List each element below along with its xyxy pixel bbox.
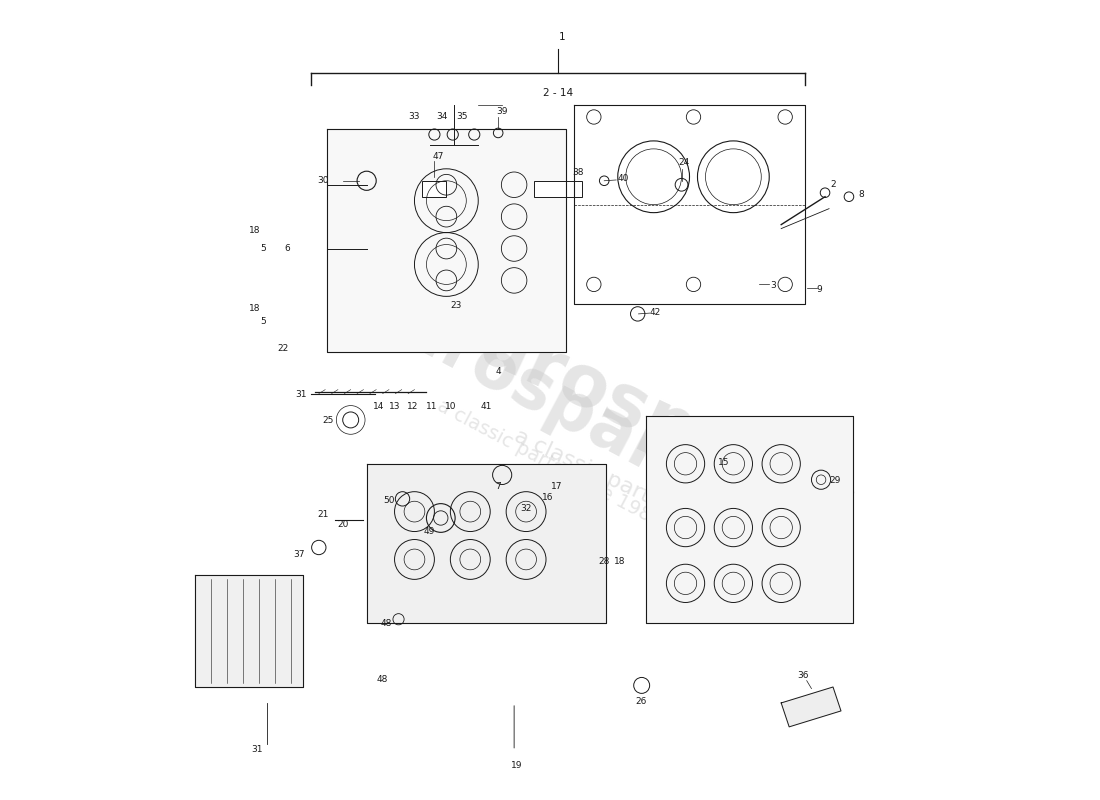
Text: 2 - 14: 2 - 14 (543, 88, 573, 98)
Text: 38: 38 (572, 168, 584, 178)
Text: 41: 41 (481, 402, 492, 411)
Text: 28: 28 (598, 557, 609, 566)
Text: 36: 36 (798, 670, 810, 679)
Text: 10: 10 (444, 402, 456, 411)
Bar (422, 181, 447, 197)
Text: 6: 6 (284, 244, 289, 253)
Text: 33: 33 (409, 113, 420, 122)
Text: 18: 18 (250, 226, 261, 235)
Text: 3: 3 (770, 282, 777, 290)
Text: 18: 18 (250, 304, 261, 313)
Text: 39: 39 (496, 107, 508, 116)
Text: 32: 32 (520, 504, 531, 513)
Text: 29: 29 (829, 476, 842, 485)
Text: 15: 15 (718, 458, 729, 466)
Text: 11: 11 (427, 402, 438, 411)
Text: 50: 50 (383, 496, 395, 505)
Text: 5: 5 (260, 318, 266, 326)
Text: 16: 16 (542, 493, 553, 502)
Text: 49: 49 (424, 527, 434, 536)
Text: 5: 5 (260, 244, 266, 253)
Text: eurospares: eurospares (425, 288, 867, 544)
Text: 30: 30 (317, 176, 329, 186)
Text: 40: 40 (618, 174, 629, 183)
Text: 22: 22 (277, 344, 288, 353)
Polygon shape (781, 687, 842, 727)
Text: 21: 21 (317, 510, 329, 519)
Polygon shape (327, 129, 565, 352)
Polygon shape (195, 575, 302, 687)
Text: 34: 34 (437, 113, 448, 122)
Text: 7: 7 (495, 482, 502, 490)
Text: 14: 14 (373, 402, 384, 411)
Text: 35: 35 (456, 113, 469, 122)
Polygon shape (366, 464, 606, 623)
Text: 37: 37 (293, 550, 305, 559)
Bar (535, 181, 582, 197)
Text: 8: 8 (858, 190, 864, 199)
Text: 12: 12 (407, 402, 419, 411)
Text: 2: 2 (830, 180, 836, 190)
Text: 48: 48 (377, 674, 388, 683)
Text: 9: 9 (816, 286, 823, 294)
Text: 24: 24 (679, 158, 690, 167)
Text: 25: 25 (322, 416, 334, 426)
Text: a classic parts since 1985: a classic parts since 1985 (512, 426, 780, 566)
Text: 31: 31 (251, 745, 263, 754)
Text: 20: 20 (337, 520, 349, 529)
Text: 42: 42 (650, 308, 661, 317)
Text: 48: 48 (381, 618, 393, 628)
Text: 1: 1 (559, 32, 565, 42)
Polygon shape (646, 416, 852, 623)
Text: 31: 31 (296, 390, 307, 399)
Text: 47: 47 (432, 152, 444, 162)
Text: 17: 17 (551, 482, 562, 490)
Text: 13: 13 (388, 402, 400, 411)
Text: 19: 19 (510, 761, 522, 770)
Text: 23: 23 (450, 302, 462, 310)
Text: 18: 18 (615, 557, 626, 566)
Text: 26: 26 (635, 697, 647, 706)
Text: 4: 4 (495, 366, 500, 376)
Text: a classic parts since 1985: a classic parts since 1985 (434, 396, 666, 531)
Text: eurospares: eurospares (349, 272, 751, 528)
